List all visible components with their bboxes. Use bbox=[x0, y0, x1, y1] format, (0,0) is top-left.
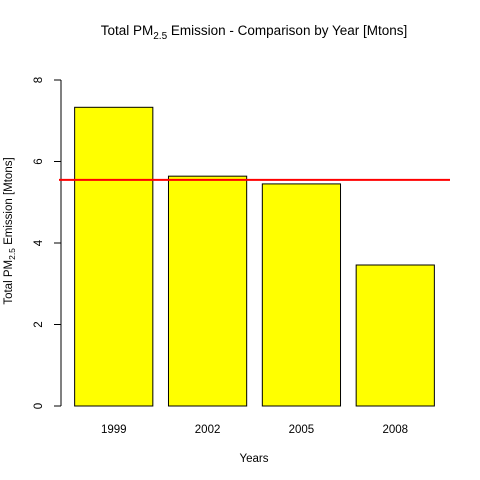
y-tick-label: 6 bbox=[33, 158, 45, 164]
bar-1999 bbox=[74, 106, 154, 407]
bar-2002 bbox=[167, 175, 248, 407]
y-tick-label: 8 bbox=[33, 77, 45, 83]
x-tick-label: 2002 bbox=[195, 424, 221, 436]
x-tick-label: 1999 bbox=[101, 424, 127, 436]
y-tick-label: 4 bbox=[33, 239, 45, 246]
y-axis-label: Total PM2.5 Emission [Mtons] bbox=[3, 157, 17, 304]
x-axis-label: Years bbox=[240, 453, 269, 465]
bar-2005 bbox=[261, 183, 342, 407]
y-tick-label: 0 bbox=[33, 403, 45, 409]
x-tick-labels: 1999 2002 2005 2008 bbox=[101, 424, 408, 436]
bar-2008 bbox=[355, 264, 435, 407]
y-axis: 0 2 4 6 8 bbox=[33, 77, 62, 409]
y-tick-label: 2 bbox=[33, 321, 45, 327]
x-tick-label: 2008 bbox=[382, 424, 408, 436]
x-tick-label: 2005 bbox=[289, 424, 315, 436]
bars-group bbox=[74, 106, 435, 407]
chart-title: Total PM2.5 Emission - Comparison by Yea… bbox=[101, 23, 408, 42]
